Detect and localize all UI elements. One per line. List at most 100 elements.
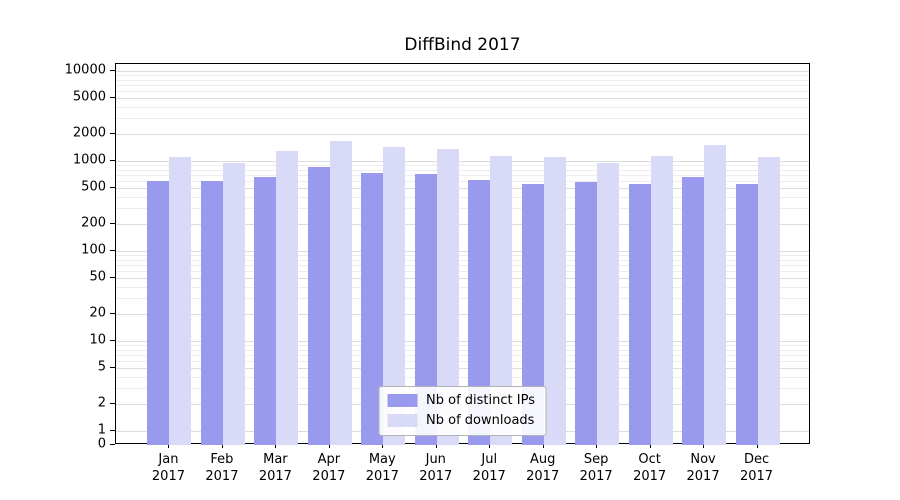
- gridline: [116, 75, 809, 77]
- bars-layer: [116, 64, 809, 445]
- gridline: [116, 265, 809, 266]
- bar-downloads-sep: [597, 163, 620, 445]
- gridline: [116, 106, 809, 108]
- legend-swatch-downloads: [387, 414, 418, 427]
- x-tick-mark: [382, 444, 384, 448]
- legend-label-distinct-ips: Nb of distinct IPs: [426, 393, 535, 408]
- y-tick-mark: [110, 250, 115, 252]
- y-tick-mark: [110, 97, 115, 99]
- gridline: [116, 345, 809, 347]
- x-tick-label: Feb 2017: [205, 452, 238, 486]
- y-tick-mark: [110, 70, 115, 72]
- gridline: [116, 133, 809, 135]
- y-tick-mark: [110, 277, 115, 279]
- chart-title: DiffBind 2017: [404, 35, 521, 55]
- y-tick-label: 50: [89, 269, 106, 285]
- x-tick-mark: [328, 444, 330, 448]
- gridline: [116, 165, 809, 167]
- x-tick-label: Apr 2017: [312, 452, 345, 486]
- bar-distinct-ips-mar: [254, 177, 277, 445]
- x-tick-mark: [489, 444, 491, 448]
- gridline: [116, 259, 809, 261]
- bar-distinct-ips-may: [361, 173, 384, 445]
- bar-downloads-jan: [169, 157, 192, 445]
- x-tick-mark: [703, 444, 705, 448]
- x-tick-year: 2017: [633, 468, 667, 484]
- x-tick-year: 2017: [579, 468, 613, 484]
- bar-downloads-jun: [436, 149, 459, 445]
- x-tick-month: Apr: [317, 452, 341, 467]
- x-tick-mark: [221, 444, 223, 448]
- gridline: [116, 223, 809, 225]
- x-tick-label: Aug 2017: [526, 452, 559, 486]
- x-tick-label: Mar 2017: [259, 452, 292, 486]
- bar-distinct-ips-aug: [521, 184, 544, 445]
- y-tick-mark: [110, 222, 115, 224]
- bar-distinct-ips-feb: [200, 181, 223, 445]
- bar-distinct-ips-sep: [575, 181, 598, 445]
- y-axis: 10000 5000 2000 1000 500 200 100 50 20 10 5 2 1 0: [0, 63, 115, 452]
- y-tick-label: 20: [89, 305, 106, 321]
- gridline: [116, 161, 809, 163]
- y-tick-mark: [110, 312, 115, 314]
- x-tick-year: 2017: [205, 468, 239, 484]
- y-tick-label: 1000: [72, 152, 106, 168]
- gridline: [116, 85, 809, 86]
- y-tick-mark: [110, 340, 115, 342]
- gridline: [116, 196, 809, 198]
- bar-distinct-ips-jun: [414, 174, 437, 445]
- x-tick-month: Jun: [425, 452, 446, 467]
- bar-downloads-may: [383, 146, 406, 445]
- bar-downloads-oct: [650, 155, 673, 445]
- x-tick-year: 2017: [739, 468, 774, 484]
- y-tick-mark: [110, 430, 115, 432]
- x-tick-label: Jun 2017: [419, 452, 452, 486]
- bar-downloads-nov: [704, 145, 727, 445]
- gridline: [116, 251, 809, 253]
- gridline: [116, 98, 809, 100]
- gridline: [116, 368, 809, 370]
- x-tick-month: Feb: [210, 452, 234, 467]
- x-tick-month: May: [368, 452, 396, 467]
- gridline: [116, 71, 809, 73]
- x-tick-year: 2017: [365, 468, 399, 484]
- bar-downloads-mar: [276, 150, 299, 445]
- x-tick-label: Dec 2017: [740, 452, 773, 486]
- gridline: [116, 341, 809, 343]
- y-tick-label: 1: [97, 422, 106, 438]
- x-tick-mark: [649, 444, 651, 448]
- x-tick-month: Oct: [638, 452, 661, 467]
- gridline: [116, 355, 809, 356]
- y-tick-label: 10: [89, 332, 106, 348]
- x-tick-mark: [275, 444, 277, 448]
- legend: Nb of distinct IPs Nb of downloads: [378, 386, 547, 436]
- y-tick-label: 2000: [72, 125, 106, 141]
- bar-downloads-jul: [490, 155, 513, 445]
- bar-downloads-feb: [222, 163, 245, 445]
- x-tick-year: 2017: [472, 468, 506, 484]
- bar-distinct-ips-dec: [735, 184, 758, 445]
- x-tick-month: Mar: [263, 452, 288, 467]
- bar-distinct-ips-oct: [628, 184, 651, 445]
- y-tick-mark: [110, 402, 115, 404]
- gridline: [116, 349, 809, 351]
- x-tick-mark: [435, 444, 437, 448]
- x-tick-mark: [542, 444, 544, 448]
- x-tick-mark: [756, 444, 758, 448]
- y-tick-label: 100: [81, 242, 106, 258]
- x-tick-year: 2017: [686, 468, 720, 484]
- gridline: [116, 91, 809, 93]
- x-tick-month: Jan: [158, 452, 179, 467]
- gridline: [116, 208, 809, 210]
- gridline: [116, 376, 809, 378]
- x-tick-month: Aug: [529, 452, 556, 467]
- gridline: [116, 175, 809, 176]
- y-tick-label: 200: [81, 215, 106, 231]
- x-tick-label: Nov 2017: [687, 452, 720, 486]
- gridline: [116, 278, 809, 280]
- x-tick-year: 2017: [312, 468, 346, 484]
- gridline: [116, 361, 809, 363]
- gridline: [116, 79, 809, 81]
- gridline: [116, 118, 809, 120]
